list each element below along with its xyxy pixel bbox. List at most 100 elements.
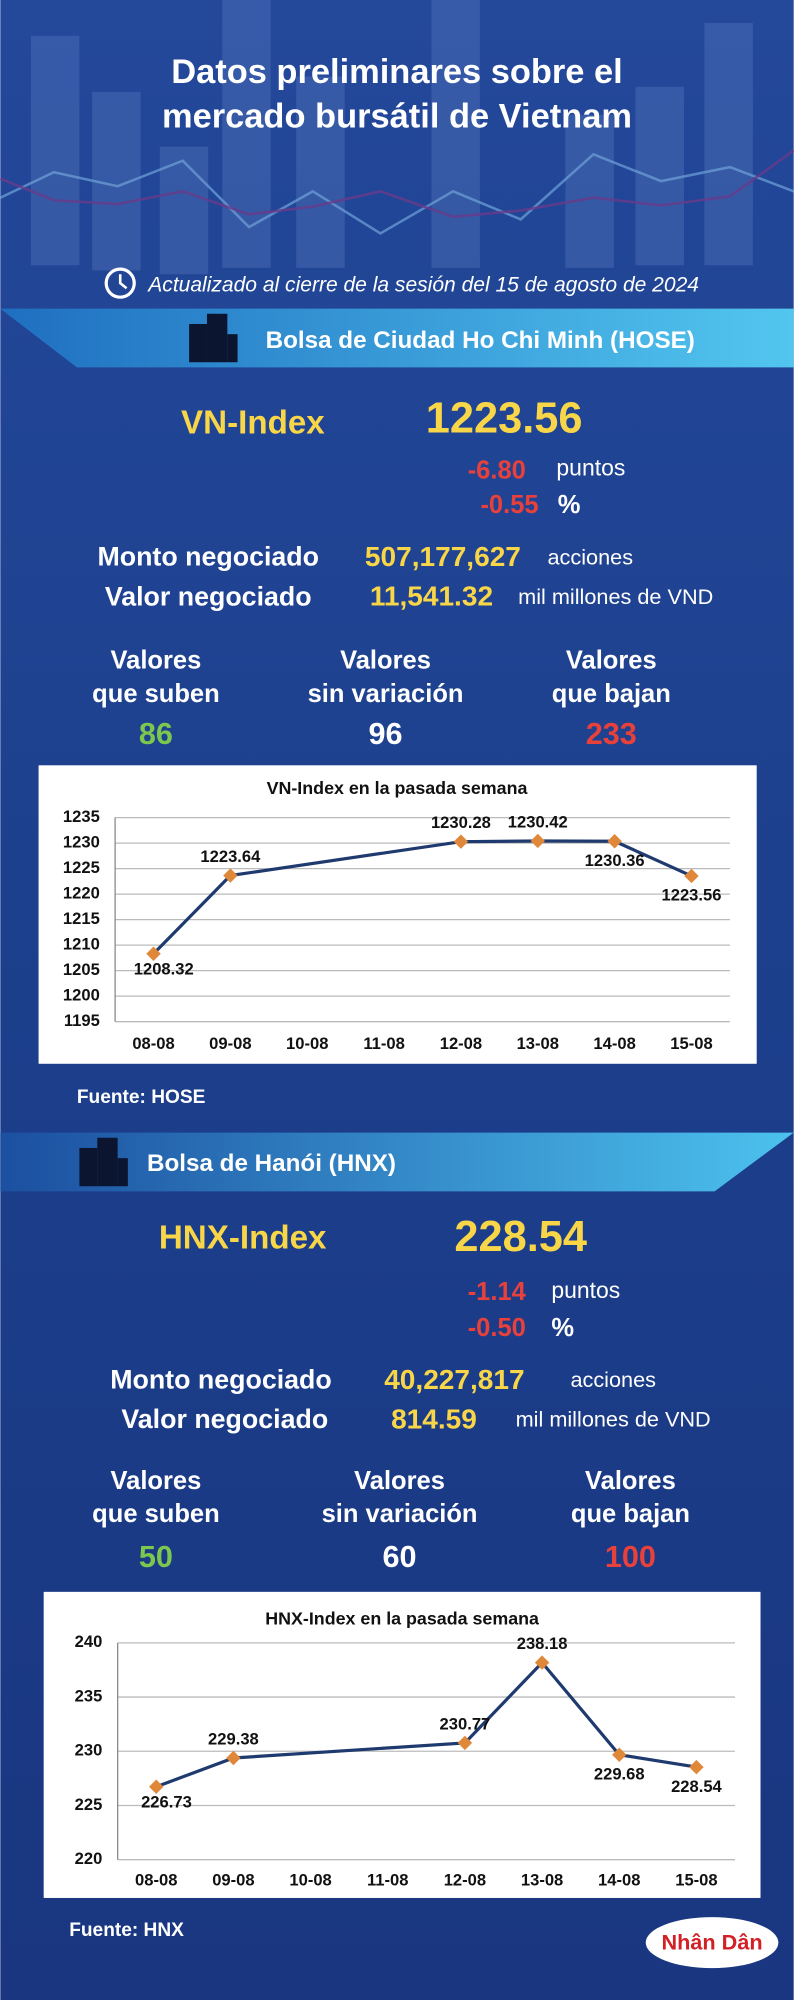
x-tick-label: 10-08: [286, 1034, 328, 1053]
stat-label: Valores: [340, 647, 431, 675]
exchange-name: Bolsa de Hanói (HNX): [147, 1150, 396, 1177]
stat-label: Valores: [354, 1467, 445, 1495]
value: 814.59: [391, 1403, 477, 1434]
chart-title: HNX-Index en la pasada semana: [265, 1609, 540, 1629]
building-icon: [189, 313, 238, 363]
updated: Actualizado al cierre de la sesión del 1…: [146, 273, 699, 296]
stat-value: 60: [383, 1540, 417, 1574]
stat-label: Valores: [566, 647, 657, 675]
title: Datos preliminares sobre el: [171, 53, 623, 91]
value-label: Valor negociado: [121, 1404, 328, 1434]
chart-panel: [43, 1591, 761, 1898]
marker: [457, 1735, 473, 1751]
y-tick-label: 1210: [63, 935, 100, 954]
y-tick-label: 240: [75, 1632, 103, 1651]
y-tick-label: 1235: [63, 807, 100, 826]
data-label: 1223.64: [200, 847, 261, 866]
x-tick-label: 11-08: [367, 1871, 409, 1890]
marker: [223, 868, 238, 883]
y-tick-label: 1205: [63, 960, 100, 979]
y-tick-label: 1215: [63, 909, 100, 928]
pct-unit: %: [551, 1314, 574, 1342]
stat-value: 100: [605, 1540, 656, 1574]
change: -6.80: [468, 457, 526, 485]
data-label: 230.77: [440, 1714, 491, 1733]
y-tick-label: 230: [75, 1741, 103, 1760]
stat-value: 86: [139, 717, 173, 751]
stat-label: que suben: [92, 1500, 220, 1528]
y-tick-label: 1230: [63, 832, 100, 851]
marker: [534, 1655, 550, 1670]
stat-label: que suben: [92, 680, 220, 708]
building-icon: [79, 1137, 128, 1187]
y-tick-label: 1195: [64, 1011, 100, 1030]
x-tick-label: 08-08: [135, 1871, 177, 1890]
source: Fuente: HNX: [69, 1920, 184, 1941]
marker: [453, 834, 469, 849]
data-label: 1230.36: [585, 851, 645, 870]
x-tick-label: 15-08: [670, 1034, 712, 1053]
pct: -0.50: [468, 1314, 526, 1342]
marker: [607, 834, 622, 849]
source: Fuente: HOSE: [77, 1087, 206, 1108]
exchange-name: Bolsa de Ciudad Ho Chi Minh (HOSE): [266, 327, 695, 354]
x-tick-label: 11-08: [363, 1034, 405, 1053]
value-unit: mil millones de VND: [516, 1407, 711, 1432]
x-tick-label: 10-08: [289, 1871, 331, 1890]
data-label: 228.54: [671, 1777, 722, 1796]
x-tick-label: 12-08: [440, 1034, 482, 1053]
change-unit: puntos: [551, 1277, 620, 1303]
index-value: 1223.56: [426, 394, 583, 442]
data-label: 229.68: [594, 1765, 645, 1784]
x-tick-label: 13-08: [517, 1034, 559, 1053]
change-unit: puntos: [556, 454, 625, 480]
marker: [684, 868, 699, 884]
data-label: 1223.56: [662, 886, 722, 905]
x-tick-label: 14-08: [598, 1871, 640, 1890]
index-value: 228.54: [454, 1213, 587, 1261]
stat-label: sin variación: [322, 1500, 478, 1528]
value-label: Valor negociado: [105, 581, 312, 611]
line: [155, 1660, 697, 1789]
data-label: 1230.42: [508, 812, 568, 831]
data-label: 238.18: [517, 1634, 568, 1653]
decor-line: [0, 149, 794, 219]
volume-unit: acciones: [570, 1367, 656, 1392]
banner: [0, 1132, 794, 1192]
logo-badge: [645, 1917, 779, 1969]
marker: [689, 1759, 704, 1775]
decor-line: [0, 152, 794, 235]
volume: 40,227,817: [384, 1364, 524, 1395]
y-tick-label: 1225: [63, 858, 100, 877]
stat-label: Valores: [111, 1467, 202, 1495]
volume-label: Monto negociado: [97, 542, 319, 572]
logo: Nhân Dân: [661, 1930, 762, 1955]
clock-hand: [118, 274, 128, 290]
marker: [149, 1779, 164, 1794]
stat-value: 233: [586, 717, 637, 751]
stat-label: que bajan: [552, 680, 671, 708]
data-label: 1208.32: [134, 960, 194, 979]
clock-icon: [104, 267, 136, 299]
change: -1.14: [468, 1278, 527, 1306]
marker: [612, 1747, 627, 1762]
x-tick-label: 08-08: [132, 1034, 174, 1053]
volume: 507,177,627: [365, 541, 521, 572]
y-tick-label: 220: [75, 1849, 103, 1868]
x-tick-label: 14-08: [593, 1034, 635, 1053]
x-tick-label: 12-08: [444, 1871, 486, 1890]
x-tick-label: 09-08: [209, 1034, 251, 1053]
pct-unit: %: [558, 491, 581, 519]
stat-label: que bajan: [571, 1500, 690, 1528]
chart-panel: [38, 765, 757, 1064]
x-tick-label: 15-08: [675, 1871, 717, 1890]
stat-label: Valores: [111, 647, 202, 675]
y-tick-label: 1200: [63, 986, 100, 1005]
line: [152, 839, 693, 955]
x-tick-label: 09-08: [212, 1871, 254, 1890]
y-tick-label: 235: [75, 1686, 103, 1705]
index-name: VN-Index: [181, 405, 325, 442]
volume-unit: acciones: [548, 544, 634, 569]
